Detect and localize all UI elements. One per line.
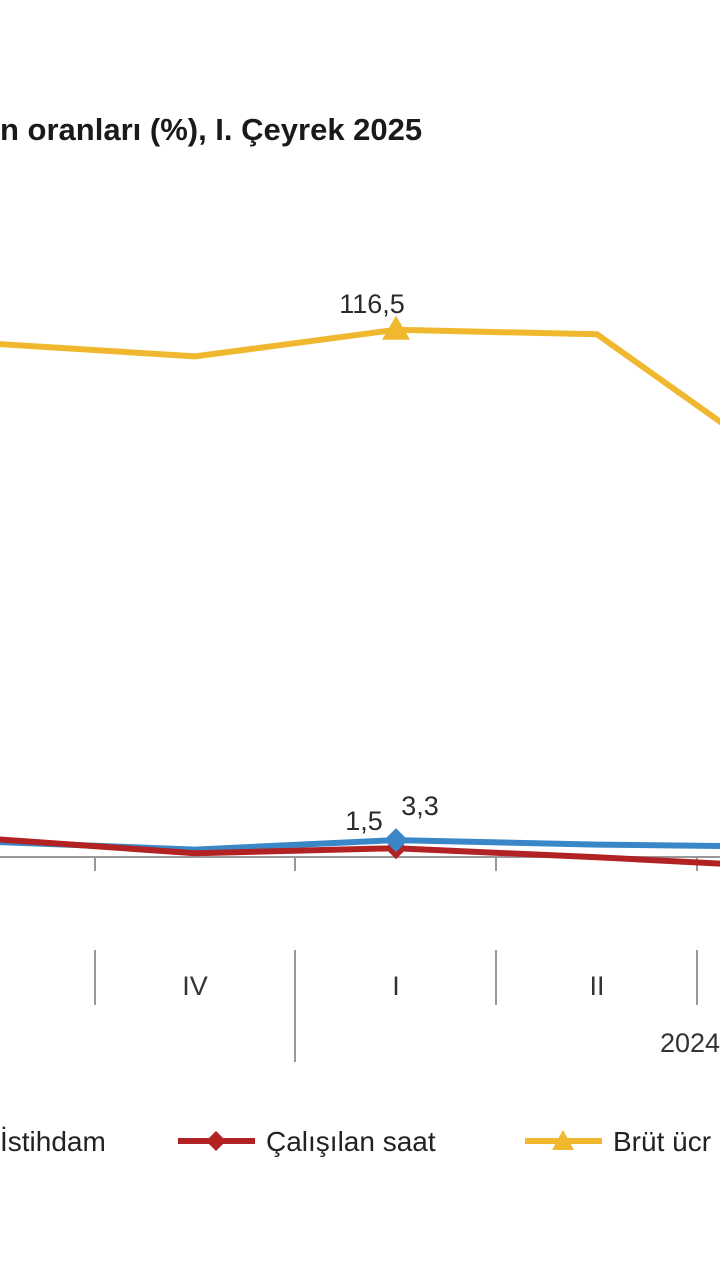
legend-diamond-marker — [206, 1131, 226, 1151]
x-tick-label: I — [392, 971, 400, 1001]
data-label: 1,5 — [345, 806, 383, 836]
x-axis: IIVIIIIII2024 — [0, 856, 720, 1062]
x-tick-label: IV — [182, 971, 208, 1001]
data-label: 116,5 — [339, 289, 405, 319]
data-label: 3,3 — [401, 791, 439, 821]
year-label: 2024 — [660, 1028, 720, 1058]
legend-triangle-marker — [552, 1130, 574, 1150]
chart-title: n oranları (%), I. Çeyrek 2025 — [0, 112, 423, 147]
series-line-3 — [0, 326, 720, 426]
data-labels: 116,5 1,5 3,3 — [339, 289, 439, 836]
legend-label: İstihdam — [0, 1126, 106, 1157]
diamond-marker — [384, 828, 408, 853]
legend-label: Brüt ücr — [613, 1126, 711, 1157]
legend: İstihdam Çalışılan saat Brüt ücr — [0, 1126, 711, 1157]
series-layer — [0, 315, 720, 867]
triangle-marker — [382, 315, 410, 340]
legend-label: Çalışılan saat — [266, 1126, 436, 1157]
x-tick-label: II — [589, 971, 604, 1001]
